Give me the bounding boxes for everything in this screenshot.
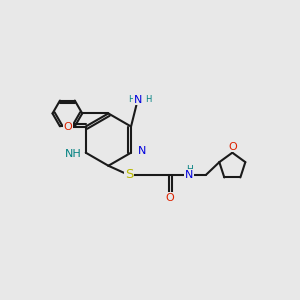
Text: O: O <box>165 193 174 203</box>
Text: H: H <box>128 95 135 104</box>
Text: N: N <box>134 95 142 105</box>
Text: O: O <box>228 142 237 152</box>
Text: O: O <box>64 122 72 131</box>
Text: NH: NH <box>64 149 81 159</box>
Text: S: S <box>125 168 134 181</box>
Text: H: H <box>145 95 151 104</box>
Text: N: N <box>185 170 194 180</box>
Text: H: H <box>186 165 193 174</box>
Text: N: N <box>138 146 146 156</box>
